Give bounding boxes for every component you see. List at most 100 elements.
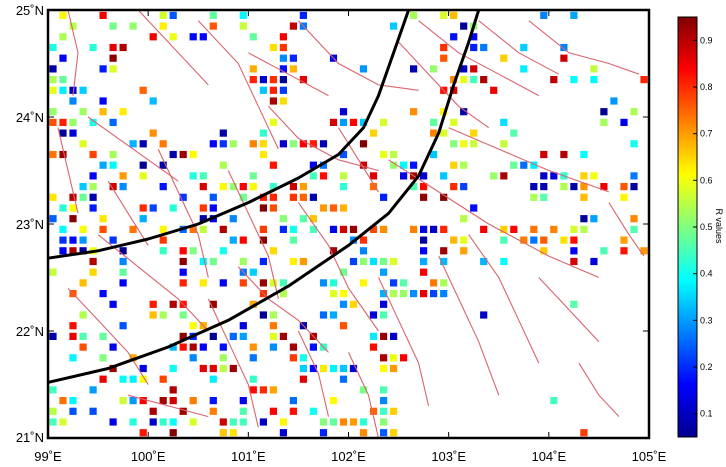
- r-value-cell: [269, 76, 277, 84]
- r-value-cell: [329, 118, 338, 126]
- r-value-cell: [580, 183, 588, 191]
- r-value-cell: [299, 11, 307, 19]
- r-value-cell: [620, 193, 628, 201]
- r-value-cell: [189, 150, 197, 159]
- r-value-cell: [139, 86, 147, 94]
- r-value-cell: [59, 247, 67, 255]
- fault-line: [348, 352, 380, 439]
- r-value-cell: [369, 129, 378, 137]
- r-value-cell: [289, 354, 297, 362]
- r-value-cell: [550, 172, 558, 180]
- r-value-cell: [299, 354, 307, 362]
- r-value-cell: [319, 429, 328, 437]
- r-value-cell: [410, 225, 418, 233]
- r-value-cell: [359, 65, 368, 73]
- r-value-cell: [99, 375, 107, 383]
- r-value-cell: [239, 397, 247, 405]
- r-value-cell: [580, 429, 588, 437]
- fault-line: [478, 20, 560, 75]
- r-value-cell: [450, 86, 458, 94]
- r-value-cell: [69, 407, 77, 415]
- r-value-cell: [239, 418, 247, 426]
- r-value-cell: [580, 172, 588, 180]
- r-value-cell: [219, 140, 227, 148]
- r-value-cell: [189, 397, 197, 405]
- r-value-cell: [179, 257, 187, 266]
- r-value-cell: [99, 11, 107, 19]
- r-value-cell: [269, 204, 277, 212]
- r-value-cell: [490, 86, 498, 94]
- r-value-cell: [199, 204, 207, 212]
- r-value-cell: [249, 354, 257, 362]
- r-value-cell: [380, 118, 388, 126]
- r-value-cell: [119, 183, 127, 191]
- r-value-cell: [440, 129, 448, 137]
- r-value-cell: [99, 97, 107, 105]
- r-value-cell: [89, 204, 97, 212]
- r-value-cell: [450, 33, 458, 41]
- r-value-cell: [269, 86, 277, 94]
- r-value-cell: [159, 11, 167, 19]
- y-tick-label: 22˚N: [16, 324, 44, 339]
- r-value-cell: [129, 354, 137, 362]
- r-value-cell: [239, 11, 247, 19]
- r-value-cell: [59, 54, 67, 62]
- r-value-cell: [109, 418, 117, 426]
- r-value-cell: [59, 225, 67, 233]
- r-value-cell: [369, 225, 378, 233]
- r-value-cell: [79, 236, 87, 244]
- r-value-cell: [159, 22, 167, 30]
- r-value-cell: [289, 225, 297, 233]
- r-value-cell: [279, 43, 287, 52]
- r-value-cell: [259, 86, 267, 94]
- r-value-cell: [299, 140, 307, 148]
- r-value-cell: [259, 311, 267, 319]
- fault-line: [267, 105, 379, 172]
- r-value-cell: [199, 33, 207, 41]
- r-value-cell: [239, 332, 247, 340]
- r-value-cell: [380, 418, 388, 426]
- r-value-cell: [259, 225, 267, 233]
- r-value-cell: [49, 43, 57, 52]
- r-value-cell: [259, 129, 267, 137]
- r-value-cell: [209, 140, 217, 148]
- fault-line: [398, 41, 490, 129]
- r-value-cell: [339, 150, 348, 159]
- r-value-cell: [480, 311, 488, 319]
- r-value-cell: [129, 397, 137, 405]
- r-value-cell: [570, 183, 578, 191]
- r-value-cell: [359, 118, 368, 126]
- r-value-cell: [530, 183, 538, 191]
- r-value-cell: [420, 236, 428, 244]
- r-value-cell: [520, 236, 528, 244]
- r-value-cell: [289, 397, 297, 405]
- r-value-cell: [189, 418, 197, 426]
- x-tick-label: 102˚E: [331, 449, 366, 464]
- r-value-cell: [49, 386, 57, 394]
- r-value-cell: [59, 204, 67, 212]
- r-value-cell: [590, 172, 598, 180]
- r-value-cell: [570, 300, 578, 308]
- r-value-cell: [279, 76, 287, 84]
- r-value-cell: [149, 418, 157, 426]
- fault-line: [157, 148, 209, 278]
- r-value-cell: [219, 343, 227, 351]
- colorbar-tick-label: 0.6: [700, 175, 713, 185]
- r-value-cell: [269, 161, 277, 169]
- r-value-cell: [319, 161, 328, 169]
- r-value-cell: [380, 354, 388, 362]
- r-value-cell: [570, 257, 578, 266]
- y-tick-label: 25˚N: [16, 3, 44, 18]
- r-value-cell: [440, 172, 448, 180]
- r-value-cell: [249, 183, 257, 191]
- fault-line: [107, 180, 149, 246]
- colorbar: 0.1 0.2 0.3 0.4 0.5 0.6 0.7 0.8 0.9 R values: [677, 16, 724, 438]
- colorbar-ticks: 0.1 0.2 0.3 0.4 0.5 0.6 0.7 0.8 0.9: [693, 35, 713, 419]
- r-value-cell: [570, 76, 578, 84]
- r-value-cell: [129, 225, 137, 233]
- r-value-cell: [179, 343, 187, 351]
- r-value-cell: [319, 140, 328, 148]
- r-value-cell: [440, 225, 448, 233]
- r-value-cell: [159, 311, 167, 319]
- r-value-cell: [319, 279, 328, 287]
